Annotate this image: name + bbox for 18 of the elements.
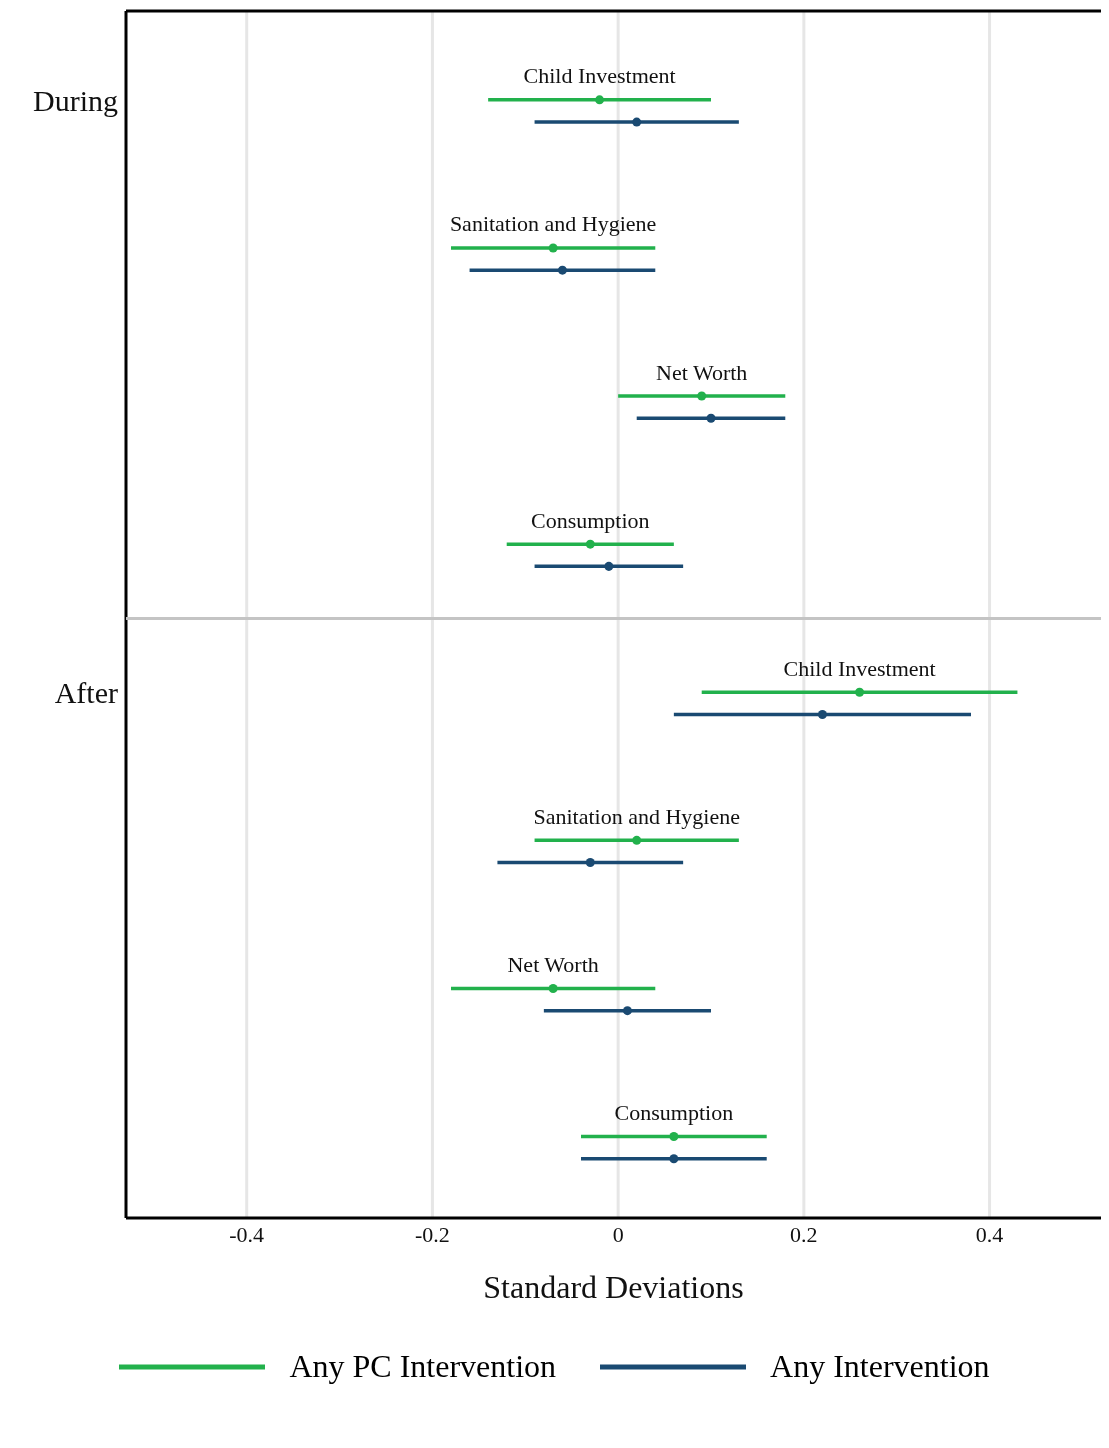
- y-tick-label: Sanitation and Hygiene: [533, 803, 740, 829]
- x-tick-label: 0.2: [790, 1221, 818, 1247]
- y-tick-label: Sanitation and Hygiene: [449, 211, 657, 237]
- text: During: [33, 83, 118, 117]
- x-tick-label: -0.4: [229, 1221, 265, 1247]
- y-tick-label: Child Investment: [523, 63, 676, 89]
- y-tick-label: Consumption: [614, 1100, 734, 1126]
- legend-label: Any PC Intervention: [289, 1348, 557, 1385]
- y-tick-label: Net Worth: [656, 359, 748, 385]
- x-axis-title: Standard Deviations: [483, 1269, 744, 1305]
- legend-label: Any Intervention: [770, 1348, 990, 1385]
- y-tick-label: Consumption: [531, 507, 650, 533]
- x-tick-label: -0.2: [415, 1221, 450, 1247]
- text: After: [54, 675, 119, 709]
- x-tick-label: 0.4: [975, 1221, 1004, 1247]
- y-tick-label: Net Worth: [507, 951, 599, 977]
- x-tick-label: 0: [612, 1221, 624, 1247]
- y-tick-label: Child Investment: [783, 655, 936, 681]
